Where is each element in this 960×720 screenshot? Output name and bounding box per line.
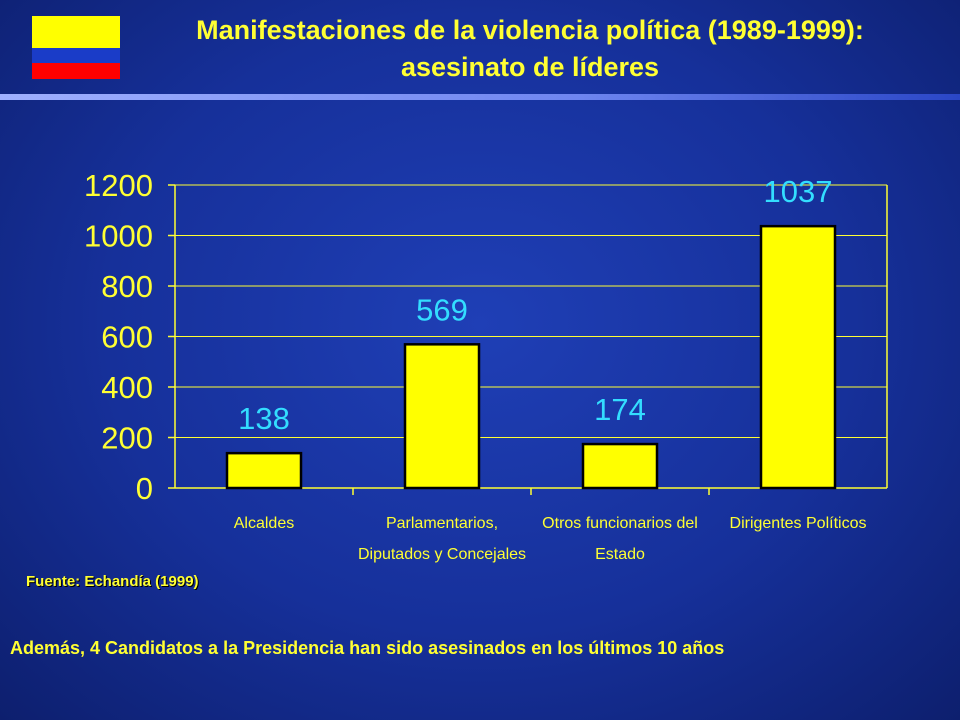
x-category-label: Parlamentarios, xyxy=(386,515,498,532)
title-line-2: asesinato de líderes xyxy=(400,52,660,82)
y-tick-label: 200 xyxy=(101,421,153,456)
bar xyxy=(759,224,837,490)
y-tick-label: 0 xyxy=(136,471,153,506)
data-label: 174 xyxy=(594,392,646,427)
x-category-label: Alcaldes xyxy=(234,515,294,532)
bar-chart: 0 200 400 600 800 1000 1200 138 Alcaldes 569 Parla… xyxy=(84,168,888,563)
y-tick-label: 400 xyxy=(101,370,153,405)
flag-stripe-yellow xyxy=(32,16,120,48)
flag-stripe-blue xyxy=(32,47,120,64)
colombia-flag xyxy=(32,16,120,79)
y-tick-label: 800 xyxy=(101,269,153,304)
data-label: 569 xyxy=(416,292,468,327)
y-tick-label: 1000 xyxy=(84,219,153,254)
x-category-label: Estado xyxy=(595,546,645,563)
bar xyxy=(225,451,303,490)
bar xyxy=(581,442,659,490)
flag-stripe-red xyxy=(32,63,120,79)
y-tick-label: 600 xyxy=(101,320,153,355)
source-citation: Fuente: Echandía (1999) xyxy=(26,573,199,590)
x-category-label: Diputados y Concejales xyxy=(358,546,526,563)
footnote-text: Además, 4 Candidatos a la Presidencia ha… xyxy=(10,638,725,658)
page-title: Manifestaciones de la violencia política… xyxy=(130,12,930,86)
bar xyxy=(403,343,481,490)
title-line-1: Manifestaciones de la violencia política… xyxy=(196,15,864,45)
x-category-label: Otros funcionarios del xyxy=(542,515,698,532)
y-tick-label: 1200 xyxy=(84,168,153,203)
data-label: 1037 xyxy=(764,174,833,209)
data-label: 138 xyxy=(238,401,290,436)
x-category-label: Dirigentes Políticos xyxy=(730,515,867,532)
title-underline-bar xyxy=(0,94,960,100)
